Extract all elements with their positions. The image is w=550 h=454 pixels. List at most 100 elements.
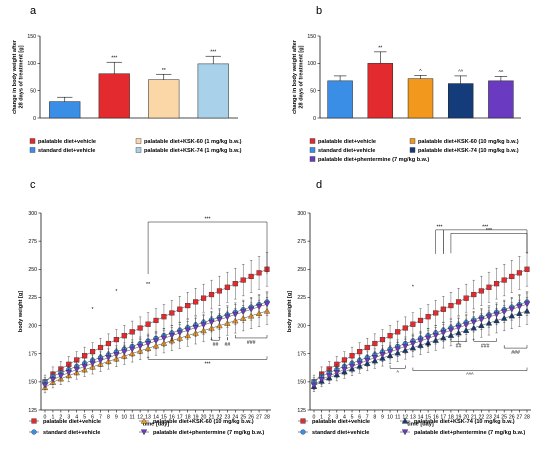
data-point [121,349,128,356]
legend-swatch [309,147,316,153]
x-tick-label: 0 [313,415,316,421]
x-tick-label: 6 [91,415,94,421]
x-tick-label: 15 [425,415,431,421]
significance-label: *** [486,228,492,234]
x-tick-label: 18 [448,415,454,421]
legend-swatch [409,147,416,153]
data-point [129,346,136,353]
x-tick-label: 27 [256,415,262,421]
y-tick-label: 250 [297,267,306,273]
data-point [216,317,223,324]
data-point [341,366,348,373]
data-point [455,325,462,331]
data-point [417,317,424,324]
bar [148,79,180,119]
data-point [501,277,507,283]
data-point [113,352,120,359]
significance-label: ^^^ [466,373,474,379]
data-point [440,306,446,312]
y-axis-label: body weight [g] [287,291,293,332]
x-tick-label: 15 [161,415,167,421]
data-point [318,377,325,383]
significance-label: *** [210,50,216,56]
x-tick-label: 10 [387,415,393,421]
significance-label: ### [247,340,256,346]
significance-bracket [503,345,528,349]
x-tick-label: 19 [193,415,199,421]
data-point [137,325,143,331]
x-tick-label: 21 [209,415,215,421]
data-point [379,337,386,343]
y-tick-label: 125 [28,408,37,414]
significance-label: ## [224,342,230,348]
x-tick-label: 4 [75,415,78,421]
data-point [455,299,462,305]
data-point [89,349,96,355]
data-point [523,301,531,308]
y-tick-label: 300 [28,211,37,217]
significance-label: ** [162,68,166,74]
significance-label: * [115,289,117,295]
significance-label: ^^ [498,70,503,76]
data-point [348,363,356,370]
data-point [501,309,508,316]
data-point [57,373,65,380]
data-point [224,284,230,290]
x-tick-label: 24 [494,415,500,421]
data-point [232,311,239,318]
legend-marker [401,417,409,424]
x-axis-label: time [day] [143,422,170,428]
data-point [208,319,215,326]
data-point [424,335,432,342]
legend-marker [31,418,37,424]
series [41,292,271,390]
data-point [410,321,416,327]
bar [197,63,229,119]
significance-label: # [427,343,430,349]
data-point [255,304,263,311]
data-point [409,341,417,347]
data-point [447,327,455,334]
significance-label: * [92,307,94,313]
data-point [152,338,160,345]
data-point [433,310,439,316]
data-point [478,288,484,294]
x-tick-label: 8 [373,415,376,421]
data-point [356,360,363,367]
x-tick-label: 24 [232,415,238,421]
x-tick-label: 19 [456,415,462,421]
data-point [41,382,49,389]
data-point [524,266,530,272]
data-point [402,325,408,331]
legend-label: palatable diet+KSK-74 (10 mg/kg b.w.) [414,419,515,425]
data-point [471,291,477,298]
x-tick-label: 1 [320,415,323,421]
data-point [478,317,485,324]
data-point [105,340,112,347]
x-tick-label: 11 [130,415,135,421]
bar [447,83,474,119]
data-point [333,370,340,376]
x-tick-label: 28 [524,415,530,421]
data-point [73,366,80,373]
x-tick-label: 22 [478,415,484,421]
data-point [136,343,144,350]
legend-label: standard diet+vehicle [38,148,95,154]
significance-label: *** [482,224,488,230]
data-point [379,352,386,359]
significance-label: ^ [396,370,399,376]
significance-label: ### [511,350,520,356]
y-tick-label: 50 [310,88,316,94]
x-tick-label: 6 [358,415,361,421]
x-tick-label: 25 [240,415,246,421]
data-point [153,317,159,324]
x-tick-label: 3 [67,415,70,421]
y-tick-label: 300 [297,211,306,217]
data-point [216,288,223,294]
x-tick-label: 1 [51,415,54,421]
x-tick-label: 12 [137,415,143,421]
